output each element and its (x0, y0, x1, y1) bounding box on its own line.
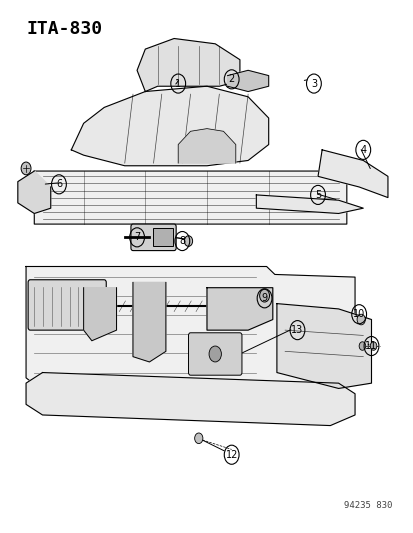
Polygon shape (137, 38, 239, 92)
Text: 13: 13 (291, 325, 303, 335)
FancyBboxPatch shape (28, 280, 106, 330)
Polygon shape (71, 86, 268, 166)
Text: 3: 3 (310, 78, 316, 88)
Text: 11: 11 (365, 341, 377, 351)
Circle shape (259, 289, 269, 302)
Text: 12: 12 (225, 450, 237, 460)
FancyBboxPatch shape (152, 228, 173, 246)
Text: 9: 9 (261, 293, 267, 303)
Circle shape (194, 433, 202, 443)
Text: ITA-830: ITA-830 (26, 20, 102, 38)
Text: 1: 1 (175, 78, 181, 88)
Text: 94235 830: 94235 830 (343, 502, 391, 511)
Polygon shape (133, 282, 166, 362)
FancyBboxPatch shape (131, 224, 176, 251)
Polygon shape (276, 304, 370, 389)
Polygon shape (34, 171, 346, 224)
Text: 10: 10 (352, 309, 364, 319)
Circle shape (184, 236, 192, 246)
Circle shape (356, 314, 364, 325)
Text: 8: 8 (179, 236, 185, 246)
Polygon shape (18, 171, 51, 214)
Polygon shape (256, 195, 362, 214)
Circle shape (369, 342, 376, 350)
Polygon shape (317, 150, 387, 198)
Text: 2: 2 (228, 74, 234, 84)
Text: 4: 4 (359, 145, 366, 155)
Polygon shape (206, 288, 272, 330)
Polygon shape (26, 266, 354, 394)
Circle shape (209, 346, 221, 362)
FancyBboxPatch shape (188, 333, 241, 375)
Text: 5: 5 (314, 190, 320, 200)
Circle shape (21, 162, 31, 175)
Polygon shape (227, 70, 268, 92)
Text: 6: 6 (56, 179, 62, 189)
Polygon shape (178, 128, 235, 163)
Polygon shape (83, 288, 116, 341)
Text: 7: 7 (134, 232, 140, 243)
Circle shape (358, 342, 365, 350)
Polygon shape (26, 373, 354, 425)
